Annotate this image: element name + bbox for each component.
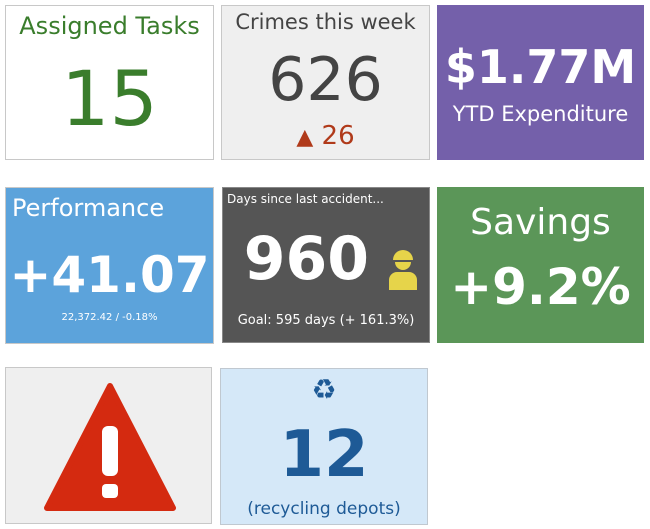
tile-title: Performance xyxy=(12,194,165,222)
tile-value: 960 xyxy=(243,224,369,294)
worker-icon xyxy=(389,250,417,290)
tile-label: YTD Expenditure xyxy=(452,102,629,126)
crimes-tile[interactable]: Crimes this week 626 ▲ 26 xyxy=(221,5,430,160)
warning-icon xyxy=(44,383,176,511)
tile-value: 12 xyxy=(279,418,369,492)
ytd-expenditure-tile[interactable]: $1.77M YTD Expenditure xyxy=(437,5,644,160)
days-since-accident-tile[interactable]: Days since last accident... 960 Goal: 59… xyxy=(222,187,430,343)
tile-value: 15 xyxy=(61,54,158,143)
tile-label: (recycling depots) xyxy=(247,499,401,519)
goal-text: Goal: 595 days (+ 161.3%) xyxy=(237,313,415,328)
tile-value: +41.07 xyxy=(9,246,210,304)
tile-title: Crimes this week xyxy=(235,10,416,34)
tile-value: $1.77M xyxy=(444,40,637,94)
tile-title: Savings xyxy=(470,202,611,243)
recycling-tile[interactable]: ♻ 12 (recycling depots) xyxy=(220,368,428,525)
performance-tile[interactable]: Performance +41.07 22,372.42 / -0.18% xyxy=(5,187,214,344)
tile-value: +9.2% xyxy=(450,258,631,316)
tile-value: 626 xyxy=(268,45,383,115)
tile-title: Assigned Tasks xyxy=(19,12,200,40)
savings-tile[interactable]: Savings +9.2% xyxy=(437,187,644,343)
warning-tile[interactable] xyxy=(5,367,212,524)
tile-title: Days since last accident... xyxy=(227,192,384,206)
recycle-icon: ♻ xyxy=(311,373,337,406)
assigned-tasks-tile[interactable]: Assigned Tasks 15 xyxy=(5,5,214,160)
tile-subtext: 22,372.42 / -0.18% xyxy=(61,312,158,323)
crimes-change: 26 xyxy=(321,121,355,151)
triangle-up-icon: ▲ xyxy=(296,125,314,150)
